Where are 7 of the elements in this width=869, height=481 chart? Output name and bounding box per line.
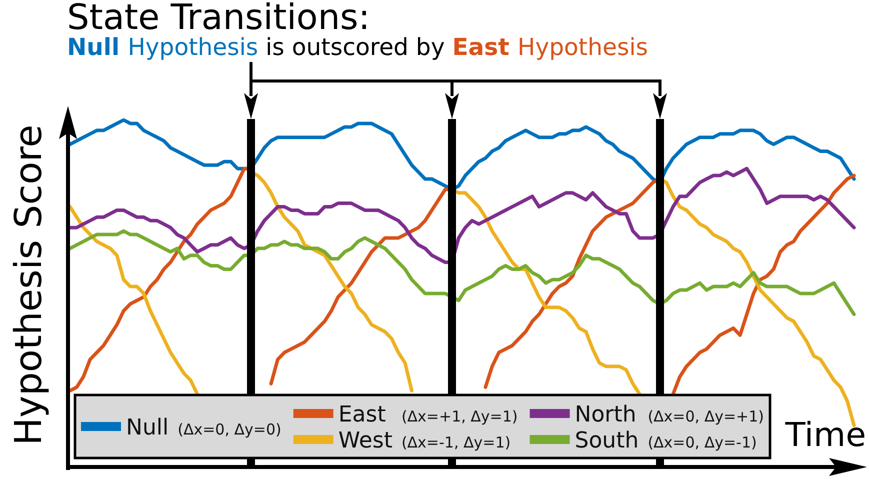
- legend-label: South (Δx=0, Δy=-1): [574, 428, 757, 454]
- legend-label: Null (Δx=0, Δy=0): [126, 416, 282, 440]
- legend-label: West (Δx=-1, Δy=1): [338, 428, 511, 454]
- x-axis-title: Time: [784, 415, 866, 454]
- legend-label: North (Δx=0, Δy=+1): [574, 402, 764, 428]
- y-axis-title: Hypothesis Score: [7, 124, 50, 446]
- legend-label: East (Δx=+1, Δy=1): [338, 402, 518, 428]
